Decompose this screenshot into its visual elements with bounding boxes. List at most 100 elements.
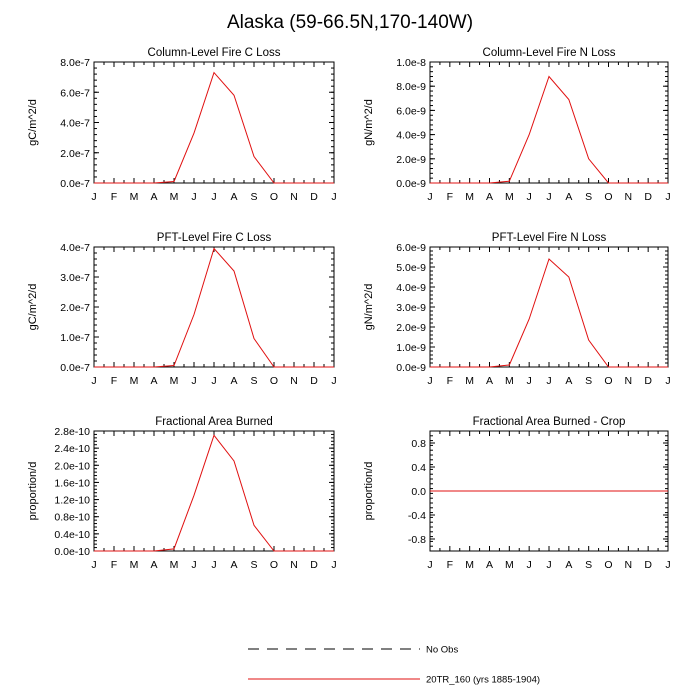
x-tick-label: N (625, 375, 633, 387)
x-tick-label: M (130, 375, 139, 387)
y-tick-label: 2.0e-7 (60, 302, 90, 314)
y-tick-label: 1.2e-10 (54, 495, 90, 507)
x-tick-label: A (230, 375, 237, 387)
x-tick-label: S (585, 191, 592, 203)
x-tick-label: A (486, 191, 493, 203)
x-tick-label: M (465, 375, 474, 387)
x-tick-label: A (565, 375, 572, 387)
x-tick-label: J (191, 375, 196, 387)
x-tick-label: F (447, 191, 453, 203)
y-tick-label: 8.0e-9 (396, 81, 426, 93)
y-tick-label: 8.0e-7 (60, 57, 90, 69)
x-tick-label: A (150, 375, 157, 387)
x-tick-label: O (604, 375, 612, 387)
x-tick-label: J (211, 375, 216, 387)
y-tick-label: 2.8e-10 (54, 426, 90, 438)
x-tick-label: M (170, 559, 179, 571)
x-tick-label: O (604, 191, 612, 203)
y-tick-label: 1.0e-9 (396, 342, 426, 354)
x-tick-label: S (585, 375, 592, 387)
panel-title: Fractional Area Burned (155, 416, 273, 428)
x-tick-label: J (331, 191, 336, 203)
y-tick-label: 4.0e-7 (60, 118, 90, 130)
y-tick-label: 0.4 (411, 462, 426, 474)
x-tick-label: M (170, 375, 179, 387)
y-tick-label: 4.0e-9 (396, 130, 426, 142)
y-tick-label: -0.4 (408, 510, 426, 522)
y-tick-label: 0.0e-7 (60, 178, 90, 190)
x-tick-label: J (546, 191, 551, 203)
x-tick-label: J (191, 559, 196, 571)
x-tick-label: J (546, 559, 551, 571)
series-line (94, 247, 334, 368)
x-tick-label: A (486, 559, 493, 571)
x-tick-label: D (310, 191, 318, 203)
y-axis-label: proportion/d (363, 462, 375, 521)
x-tick-label: J (665, 191, 670, 203)
y-tick-label: 4.0e-9 (396, 282, 426, 294)
x-tick-label: D (310, 375, 318, 387)
y-axis-label: gN/m^2/d (363, 99, 375, 146)
panel-title: Column-Level Fire C Loss (148, 47, 281, 59)
x-tick-label: O (604, 559, 612, 571)
y-axis-label: gN/m^2/d (363, 284, 375, 331)
x-tick-label: F (111, 375, 117, 387)
y-tick-label: 0.8e-10 (54, 512, 90, 524)
panel-title: Column-Level Fire N Loss (483, 47, 616, 59)
x-tick-label: J (331, 559, 336, 571)
x-tick-label: J (527, 375, 532, 387)
x-tick-label: M (130, 191, 139, 203)
legend-label-no-obs: No Obs (426, 645, 458, 656)
x-tick-label: M (465, 559, 474, 571)
y-tick-label: 0.0 (411, 486, 426, 498)
y-tick-label: 0.4e-10 (54, 529, 90, 541)
y-axis-label: proportion/d (27, 462, 39, 521)
y-tick-label: 0.0e-9 (396, 362, 426, 374)
x-tick-label: N (625, 191, 633, 203)
chart-panel-6: Fractional Area Burned - Crop proportion/… (363, 416, 671, 571)
x-tick-label: O (270, 559, 278, 571)
x-tick-label: J (211, 559, 216, 571)
y-tick-label: 2.0e-7 (60, 148, 90, 160)
y-tick-label: 1.0e-7 (60, 332, 90, 344)
x-tick-label: M (130, 559, 139, 571)
series-line (94, 434, 334, 552)
x-tick-label: D (644, 191, 652, 203)
x-tick-label: N (290, 559, 298, 571)
y-tick-label: 6.0e-9 (396, 105, 426, 117)
legend-label-model: 20TR_160 (yrs 1885-1904) (426, 675, 540, 686)
y-tick-label: 6.0e-9 (396, 242, 426, 254)
y-axis-label: gC/m^2/d (27, 99, 39, 146)
series-line (430, 258, 668, 368)
x-tick-label: A (230, 191, 237, 203)
y-tick-label: 1.0e-8 (396, 57, 426, 69)
x-tick-label: A (150, 559, 157, 571)
y-tick-label: 3.0e-7 (60, 272, 90, 284)
page-title: Alaska (59-66.5N,170-140W) (226, 12, 474, 33)
x-tick-label: F (111, 559, 117, 571)
x-tick-label: J (427, 559, 432, 571)
x-tick-label: N (290, 191, 298, 203)
x-tick-label: A (230, 559, 237, 571)
x-tick-label: O (270, 191, 278, 203)
x-tick-label: A (565, 191, 572, 203)
x-tick-label: M (505, 191, 514, 203)
x-tick-label: D (644, 375, 652, 387)
x-tick-label: S (250, 375, 257, 387)
x-tick-label: O (270, 375, 278, 387)
x-tick-label: S (250, 191, 257, 203)
x-tick-label: J (665, 559, 670, 571)
panel-title: Fractional Area Burned - Crop (473, 416, 626, 428)
x-tick-label: J (91, 559, 96, 571)
x-tick-label: J (331, 375, 336, 387)
x-tick-label: J (527, 191, 532, 203)
panel-title: PFT-Level Fire C Loss (157, 232, 272, 244)
y-tick-label: 3.0e-9 (396, 302, 426, 314)
y-tick-label: 2.0e-10 (54, 460, 90, 472)
